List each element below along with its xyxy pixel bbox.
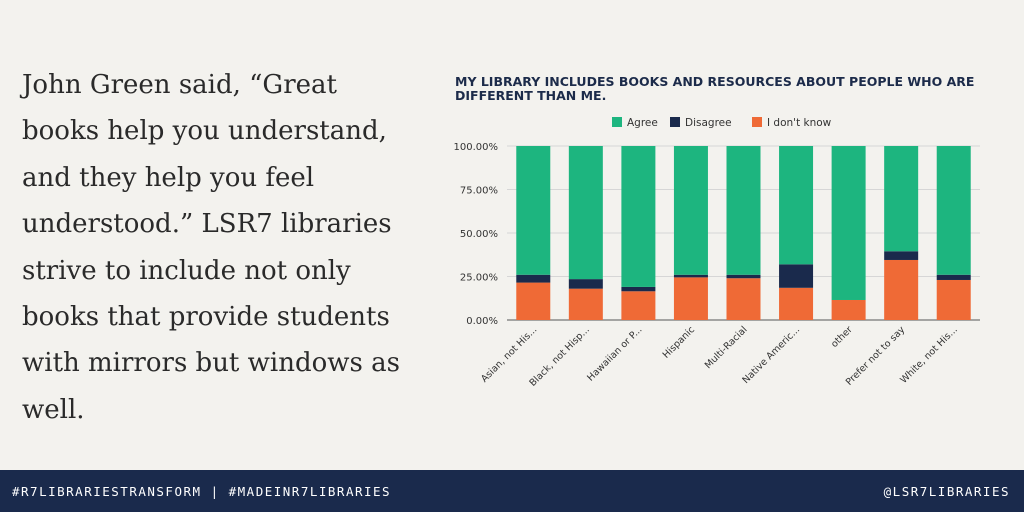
bar-segment — [779, 264, 814, 288]
x-tick-label: White, not His... — [898, 324, 960, 386]
bar-segment — [516, 146, 551, 275]
bar-segment — [673, 146, 708, 275]
footer-hashtags: #R7LIBRARIESTRANSFORM | #MADEINR7LIBRARI… — [12, 484, 392, 499]
x-tick-label: Multi-Racial — [703, 324, 750, 371]
legend-label: Disagree — [685, 117, 732, 129]
bar-segment — [831, 299, 866, 320]
legend-label: Agree — [627, 117, 658, 129]
x-tick-label: Hispanic — [661, 324, 697, 360]
bar-segment — [516, 282, 551, 320]
bar-segment — [936, 146, 971, 275]
bar-segment — [568, 279, 603, 289]
footer-bar: #R7LIBRARIESTRANSFORM | #MADEINR7LIBRARI… — [0, 470, 1024, 512]
x-tick-label: Asian, not His... — [479, 324, 539, 384]
legend-swatch — [612, 117, 622, 127]
bar-segment — [726, 278, 761, 320]
x-tick-label: Native Americ... — [741, 324, 803, 386]
y-tick-label: 25.00% — [460, 273, 498, 284]
bar-segment — [621, 146, 656, 287]
bar-segment — [568, 146, 603, 280]
y-tick-label: 0.00% — [466, 316, 498, 327]
x-tick-label: other — [829, 324, 855, 350]
stacked-bar-chart: 0.00% 25.00% 50.00% 75.00% 100.00% Asian, not… — [454, 117, 980, 389]
bar-segment — [936, 274, 971, 280]
bar-segment — [779, 287, 814, 320]
y-tick-label: 50.00% — [460, 229, 498, 240]
bar-segment — [621, 286, 656, 292]
chart-title: MY LIBRARY INCLUDES BOOKS AND RESOURCES … — [455, 74, 975, 103]
bar-segment — [726, 146, 761, 275]
legend-swatch — [670, 117, 680, 127]
bar-segment — [884, 259, 919, 320]
bar-segment — [884, 146, 919, 252]
bar-segment — [936, 279, 971, 320]
bar-segment — [516, 274, 551, 283]
bar-segment — [884, 251, 919, 260]
legend-label: I don't know — [767, 117, 832, 129]
x-tick-label: Hawaiian or P... — [585, 324, 644, 383]
bar-segment — [779, 146, 814, 265]
bar-segment — [726, 274, 761, 279]
legend-swatch — [752, 117, 762, 127]
footer-handle: @LSR7LIBRARIES — [883, 484, 1010, 499]
y-tick-label: 100.00% — [454, 142, 499, 153]
y-tick-label: 75.00% — [460, 186, 498, 197]
bar-segment — [673, 274, 708, 278]
quote-text: John Green said, “Great books help you u… — [22, 70, 400, 425]
bar-segment — [673, 277, 708, 320]
bar-segment — [831, 146, 866, 300]
bar-segment — [568, 288, 603, 320]
bar-segment — [621, 291, 656, 320]
